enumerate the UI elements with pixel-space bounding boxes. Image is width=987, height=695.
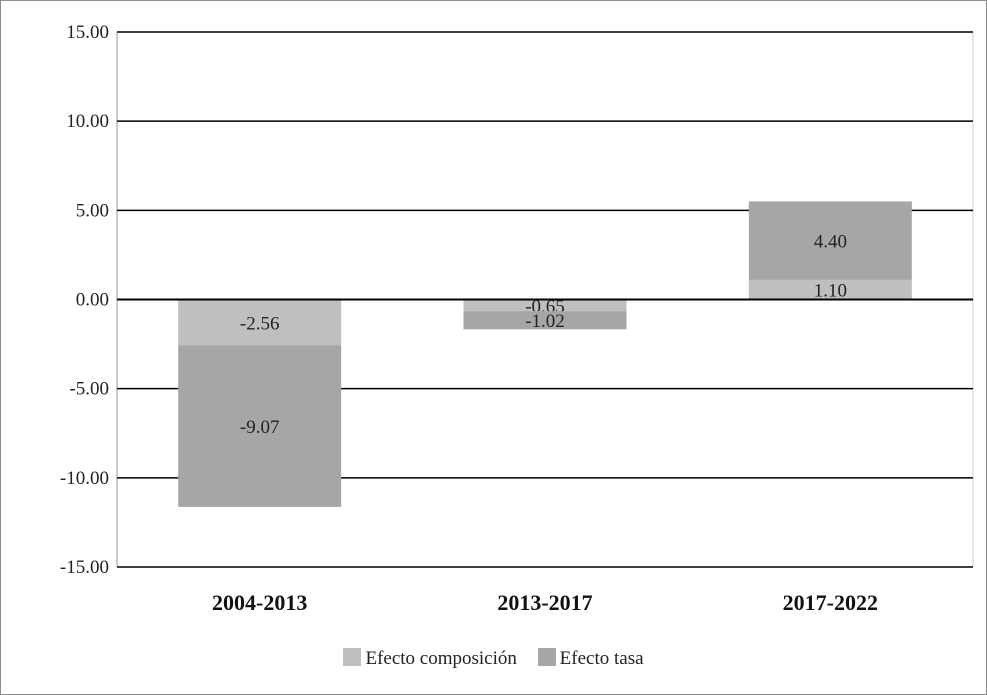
y-tick-label: -15.00 <box>60 557 109 578</box>
legend: Efecto composición Efecto tasa <box>0 648 987 670</box>
data-label: 1.10 <box>814 281 847 302</box>
data-label: -9.07 <box>240 417 280 438</box>
bar-segment <box>178 345 342 507</box>
y-tick-label: 15.00 <box>66 22 109 43</box>
legend-label-composicion: Efecto composición <box>365 648 517 669</box>
y-tick-label: 5.00 <box>76 200 109 221</box>
bar-segment <box>463 299 627 312</box>
legend-item-composicion: Efecto composición <box>343 648 517 670</box>
legend-label-tasa: Efecto tasa <box>559 648 644 669</box>
x-tick-label: 2004-2013 <box>212 590 307 615</box>
y-tick-label: -10.00 <box>60 468 109 489</box>
bar-segment <box>463 311 627 330</box>
data-label: -1.02 <box>525 311 565 332</box>
data-label: 4.40 <box>814 232 847 253</box>
y-tick-label: -5.00 <box>69 379 109 400</box>
data-label: -2.56 <box>240 313 280 334</box>
bar-segment <box>748 201 912 280</box>
legend-item-tasa: Efecto tasa <box>537 648 644 670</box>
legend-swatch-composicion <box>343 648 362 666</box>
y-tick-label: 0.00 <box>76 290 109 311</box>
y-tick-label: 10.00 <box>66 111 109 132</box>
x-tick-label: 2013-2017 <box>497 590 592 615</box>
bar-segment <box>748 279 912 300</box>
bar-segment <box>178 299 342 346</box>
legend-swatch-tasa <box>537 648 556 666</box>
x-tick-label: 2017-2022 <box>783 590 878 615</box>
